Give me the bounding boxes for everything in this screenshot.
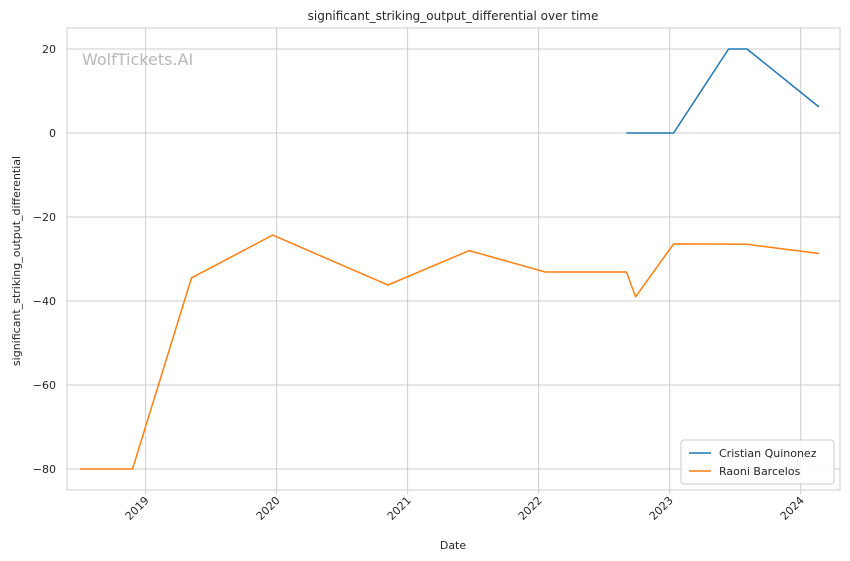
y-tick-label: −60 [33, 379, 56, 392]
x-axis-label: Date [440, 539, 467, 552]
x-tick-label: 2022 [516, 494, 545, 523]
legend-label: Raoni Barcelos [719, 465, 801, 478]
grid [67, 28, 840, 490]
legend-box [680, 439, 835, 485]
plot-background [67, 28, 840, 490]
y-axis-label: significant_striking_output_differential [10, 156, 23, 366]
y-tick-label: 20 [42, 43, 56, 56]
series-lines [80, 48, 820, 470]
x-tick-label: 2019 [123, 494, 152, 523]
y-tick-label: −40 [33, 295, 56, 308]
y-tick-label: −20 [33, 211, 56, 224]
watermark: WolfTickets.AI [82, 50, 193, 69]
series-line-2 [80, 234, 820, 470]
legend-label: Cristian Quinonez [719, 447, 817, 460]
chart-title: significant_striking_output_differential… [308, 9, 599, 23]
x-tick-label: 2024 [778, 494, 807, 523]
legend: Cristian Quinonez Raoni Barcelos [680, 439, 835, 485]
x-tick-label: 2020 [254, 494, 283, 523]
y-tick-label: −80 [33, 463, 56, 476]
series-line-1 [626, 48, 820, 134]
plot-frame [66, 27, 841, 491]
x-tick-label: 2023 [647, 494, 676, 523]
y-tick-label: 0 [49, 127, 56, 140]
x-tick-label: 2021 [385, 494, 414, 523]
